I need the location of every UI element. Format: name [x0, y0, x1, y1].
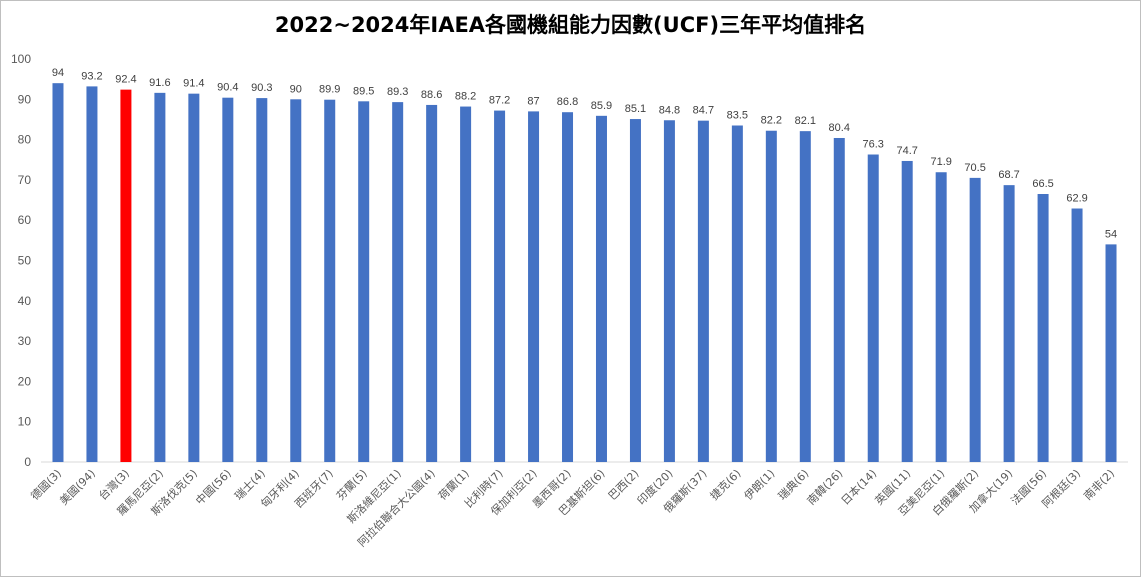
bar	[290, 99, 302, 463]
y-tick-label: 90	[18, 92, 32, 106]
data-label: 89.9	[319, 84, 340, 96]
data-label: 90.4	[217, 82, 238, 94]
bar	[256, 98, 268, 462]
bar	[562, 112, 574, 462]
bar	[460, 106, 472, 463]
bar	[1105, 244, 1117, 462]
bars	[52, 83, 1117, 463]
bar	[222, 97, 234, 462]
bar	[629, 119, 641, 463]
data-label: 91.6	[149, 77, 170, 89]
data-label: 88.6	[421, 89, 442, 101]
y-tick-label: 30	[18, 334, 32, 348]
bar	[969, 177, 981, 462]
bar	[867, 154, 879, 462]
category-label: 伊朗(1)	[742, 467, 778, 503]
data-label: 84.8	[659, 104, 680, 116]
bar	[731, 125, 743, 462]
x-axis-category-labels: 德國(3)美國(94)台灣(3)羅馬尼亞(2)斯洛伐克(5)中國(56)瑞士(4…	[28, 466, 1118, 549]
y-tick-label: 40	[18, 294, 32, 308]
data-label: 87	[527, 95, 539, 107]
data-label: 74.7	[896, 145, 917, 157]
data-label: 93.2	[81, 70, 102, 82]
y-tick-label: 50	[18, 254, 32, 268]
data-label: 66.5	[1032, 178, 1053, 190]
data-label: 94	[52, 67, 64, 79]
bar	[358, 101, 370, 462]
category-label: 日本(14)	[838, 466, 879, 507]
bar	[426, 104, 438, 462]
data-label: 89.5	[353, 85, 374, 97]
category-label: 南非(2)	[1081, 467, 1117, 503]
data-label: 83.5	[727, 110, 748, 122]
chart-title: 2022~2024年IAEA各國機組能力因數(UCF)三年平均值排名	[274, 13, 867, 37]
bar	[86, 86, 98, 463]
data-label: 91.4	[183, 78, 204, 90]
data-label: 90	[290, 83, 302, 95]
y-tick-label: 0	[24, 455, 31, 469]
data-label: 90.3	[251, 82, 272, 94]
data-label: 86.8	[557, 96, 578, 108]
bar	[697, 120, 709, 462]
y-tick-label: 10	[18, 415, 32, 429]
bar	[154, 92, 166, 462]
data-label: 82.1	[795, 115, 816, 127]
data-label: 85.9	[591, 100, 612, 112]
data-label: 87.2	[489, 95, 510, 107]
bar	[663, 120, 675, 462]
bar	[595, 115, 607, 462]
bar	[324, 99, 336, 462]
category-label: 南韓(26)	[805, 467, 846, 508]
bar	[833, 137, 845, 463]
data-label: 54	[1105, 228, 1117, 240]
bar	[1071, 208, 1083, 462]
category-label: 捷克(6)	[707, 466, 743, 502]
data-label: 71.9	[930, 156, 951, 168]
bar	[52, 83, 64, 463]
data-label: 80.4	[829, 122, 850, 134]
category-label: 中國(56)	[193, 467, 234, 508]
data-label: 76.3	[863, 139, 884, 151]
data-label: 62.9	[1066, 193, 1087, 205]
bar	[494, 110, 506, 462]
bar	[935, 172, 947, 463]
data-label: 68.7	[998, 169, 1019, 181]
y-tick-label: 70	[18, 173, 32, 187]
y-tick-label: 80	[18, 133, 32, 147]
category-label: 美國(94)	[57, 467, 98, 508]
data-label: 70.5	[964, 162, 985, 174]
data-label: 82.2	[761, 115, 782, 127]
data-label: 88.2	[455, 91, 476, 103]
data-label: 89.3	[387, 86, 408, 98]
bar-highlighted	[120, 89, 132, 462]
data-labels: 94 93.2 92.4 91.6 91.4 90.4 90.3 90 89.9 89.5 89.3…	[52, 67, 1117, 240]
y-axis-ticks: 0 10 20 30 40 50 60 70 80 90 100	[11, 52, 31, 469]
data-label: 85.1	[625, 103, 646, 115]
bar	[765, 130, 777, 463]
y-tick-label: 100	[11, 52, 31, 66]
y-tick-label: 20	[18, 374, 32, 388]
bar	[901, 160, 913, 462]
bar	[1003, 185, 1015, 462]
bar	[392, 102, 404, 463]
bar	[1037, 194, 1049, 462]
bar	[528, 111, 540, 462]
bar	[188, 93, 200, 462]
data-label: 92.4	[115, 74, 136, 86]
bar	[799, 131, 811, 462]
data-label: 84.7	[693, 105, 714, 117]
y-tick-label: 60	[18, 213, 32, 227]
